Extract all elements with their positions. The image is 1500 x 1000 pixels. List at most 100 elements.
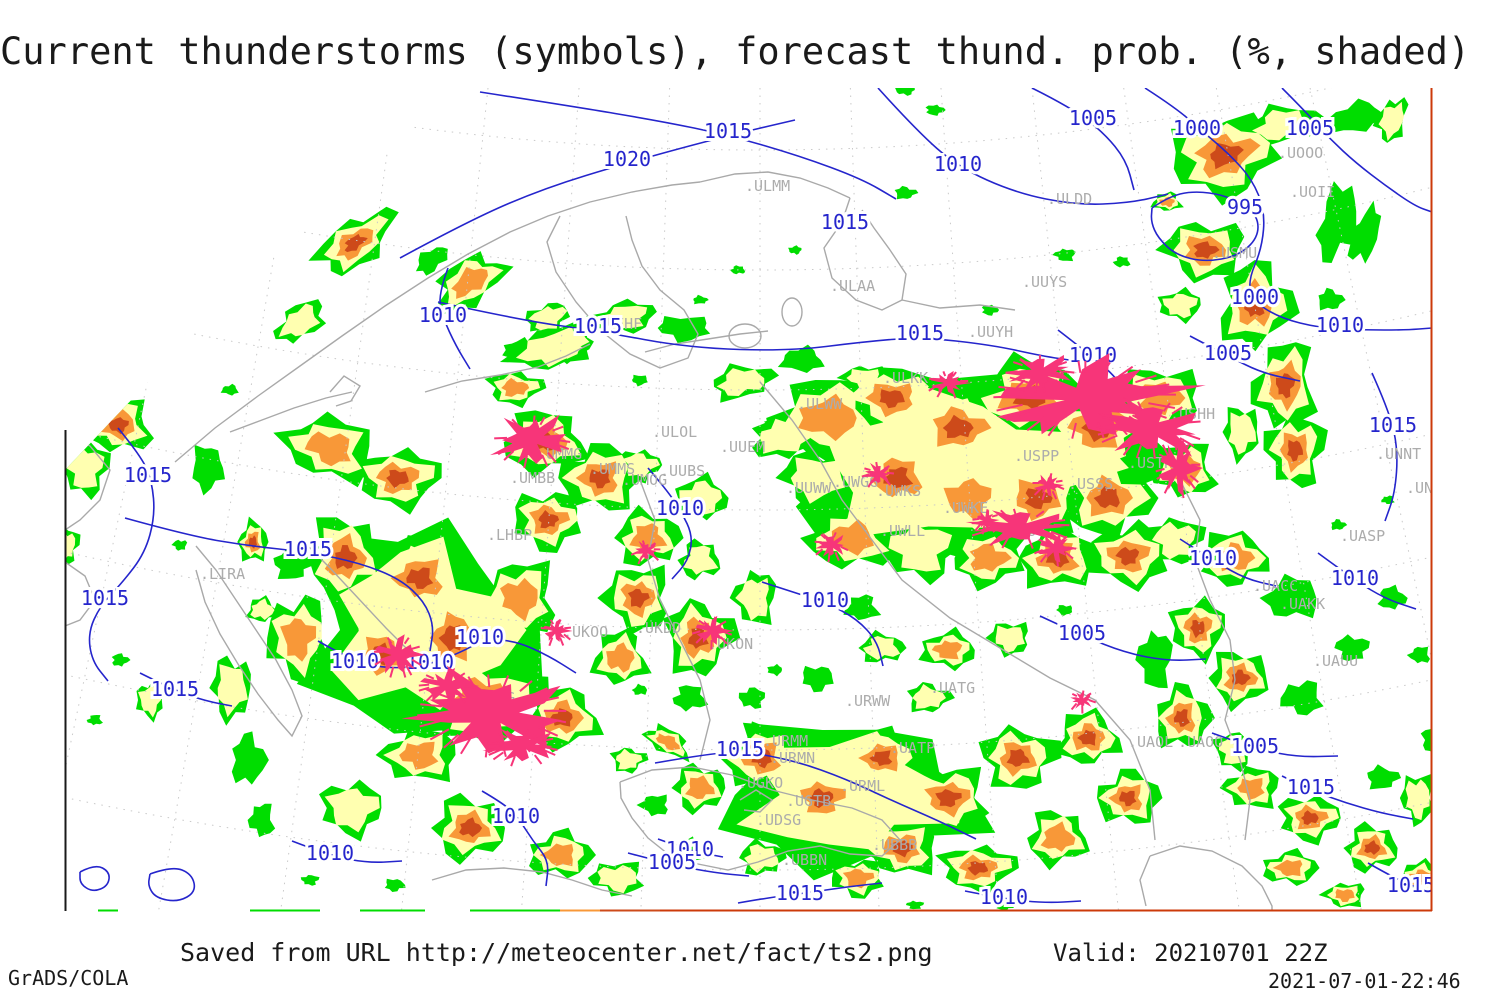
- coastline: [301, 539, 409, 651]
- shading-blob-l1: [171, 539, 188, 551]
- isobar-line: [1144, 88, 1432, 331]
- graticule-meridian: [940, 88, 1000, 911]
- shading-blob-l1: [111, 653, 131, 667]
- thunderstorm-symbol-tick: [1135, 445, 1142, 459]
- isobar-line: [1367, 862, 1432, 892]
- station-label: .UBBN: [782, 851, 827, 869]
- station-label: .ULKK: [883, 369, 928, 387]
- thunderstorm-symbol-tick: [405, 665, 413, 676]
- station-label: .ULMM: [745, 177, 790, 195]
- coastline: [759, 381, 1156, 841]
- shading-blob-l1: [632, 374, 648, 387]
- thunderstorm-symbol-cluster: [965, 510, 1066, 546]
- thunderstorm-symbol-tick: [389, 666, 395, 678]
- shading-blob-l2: [716, 368, 765, 396]
- graticule-meridian: [65, 88, 211, 911]
- shading-blob-l2: [1162, 293, 1198, 319]
- thunderstorm-symbol-cluster: [1158, 438, 1204, 497]
- shading-blob-l1: [894, 88, 915, 96]
- graticule-parallel: [65, 88, 1432, 391]
- thunderstorm-symbol-tick: [1070, 702, 1078, 711]
- station-label: .ULAA: [830, 277, 875, 295]
- saved-from-url-text: Saved from URL http://meteocenter.net/fa…: [180, 938, 933, 967]
- isobar-value-label: 1010: [1331, 566, 1379, 590]
- valid-time-text: Valid: 20210701 22Z: [1053, 939, 1328, 967]
- thunderstorm-symbol-tick: [559, 637, 565, 646]
- shading-blob-l2: [615, 748, 643, 770]
- thunderstorm-symbol-tick: [1005, 370, 1018, 374]
- station-label: .UUBS: [660, 462, 705, 480]
- isobar-line: [737, 882, 883, 904]
- thunderstorm-symbol-tick: [1156, 472, 1166, 480]
- shading-blob-l2: [623, 453, 661, 478]
- thunderstorm-symbol-tick: [974, 523, 982, 531]
- thunderstorm-symbol-tick: [942, 370, 947, 377]
- thunderstorm-symbol-tick: [1035, 510, 1045, 518]
- shading-blob-l1: [1367, 764, 1402, 790]
- isobar-value-label: 1015: [574, 314, 622, 338]
- shading-blob-l4: [106, 417, 129, 435]
- thunderstorm-symbol-tick: [861, 473, 870, 478]
- isobar-value-label: 1015: [776, 881, 824, 905]
- thunderstorm-symbol-tick: [411, 645, 420, 650]
- coastline: [195, 545, 303, 738]
- shading-blob-l1: [247, 803, 276, 838]
- shading-blob-l2: [1151, 521, 1196, 560]
- isobar-layer: [79, 88, 1432, 904]
- thunderstorm-symbol-tick: [886, 471, 895, 475]
- coastline: [174, 181, 701, 463]
- thunderstorm-symbol-tick: [998, 385, 1025, 391]
- shading-blob-l2: [597, 865, 637, 894]
- graticule-meridian: [1309, 88, 1432, 911]
- thunderstorm-symbol-tick: [884, 478, 892, 486]
- thunderstorm-symbol-tick: [425, 692, 435, 702]
- shading-blob-l4: [1210, 142, 1244, 170]
- lake-outline: [728, 323, 762, 349]
- thunderstorm-symbol-tick: [1048, 533, 1053, 540]
- thunderstorm-symbol-cluster: [632, 540, 657, 560]
- isobar-value-label: 1005: [1286, 116, 1334, 140]
- thunderstorm-symbol-tick: [1077, 360, 1082, 374]
- coastline: [901, 299, 1016, 311]
- thunderstorm-symbol-tick: [464, 684, 476, 689]
- thunderstorm-symbol-tick: [815, 548, 824, 556]
- thunderstorm-symbol-tick: [487, 674, 491, 688]
- isobar-value-label: 1015: [896, 321, 944, 345]
- thunderstorm-symbol-tick: [503, 450, 515, 461]
- map-clipped-layers: .ULMM .ULDD .USMU .UOOO .UOII .ULAA .UUYS .UUYH…: [65, 88, 1432, 911]
- isobar-line: [761, 581, 884, 667]
- shading-blob-l3: [629, 523, 668, 552]
- isobar-line: [877, 88, 1169, 205]
- shading-blob-l3: [943, 478, 992, 520]
- thunderstorm-symbol-tick: [401, 666, 407, 678]
- thunderstorm-symbol-tick: [1050, 530, 1067, 539]
- station-label: .LHBP: [487, 526, 532, 544]
- thunderstorm-symbol-tick: [545, 746, 558, 751]
- station-label: .UKDD: [636, 619, 681, 637]
- thunderstorm-symbol-tick: [563, 633, 571, 641]
- shading-blob-l3: [133, 332, 163, 350]
- isobar-line: [79, 865, 110, 892]
- thunderstorm-symbol-tick: [1118, 365, 1134, 378]
- shading-blob-l4: [942, 414, 974, 438]
- coastline: [699, 171, 851, 199]
- thunderstorm-symbol-tick: [1012, 361, 1023, 367]
- isobar-value-label: 1015: [821, 210, 869, 234]
- shading-blob-l1: [1259, 573, 1317, 619]
- shading-blob-l2: [995, 625, 1025, 654]
- isobar-value-label: 1015: [716, 737, 764, 761]
- station-label: .UWLL: [880, 522, 925, 540]
- station-label: .UMOG: [622, 471, 667, 489]
- shading-blob-l2: [1252, 109, 1311, 141]
- thunderstorm-symbol-tick: [519, 680, 533, 692]
- thunderstorm-symbol-tick: [651, 553, 660, 561]
- shading-blob-l1: [300, 875, 320, 886]
- isobar-value-label: 1015: [81, 586, 129, 610]
- thunderstorm-symbol-tick: [557, 439, 571, 443]
- lake-outline: [781, 297, 803, 327]
- thunderstorm-symbols-layer: [373, 353, 1206, 767]
- thunderstorm-symbol-tick: [498, 732, 508, 739]
- thunderstorm-symbol-tick: [429, 728, 450, 741]
- shading-blob-l1: [996, 901, 1015, 911]
- thunderstorm-symbol-tick: [719, 620, 727, 626]
